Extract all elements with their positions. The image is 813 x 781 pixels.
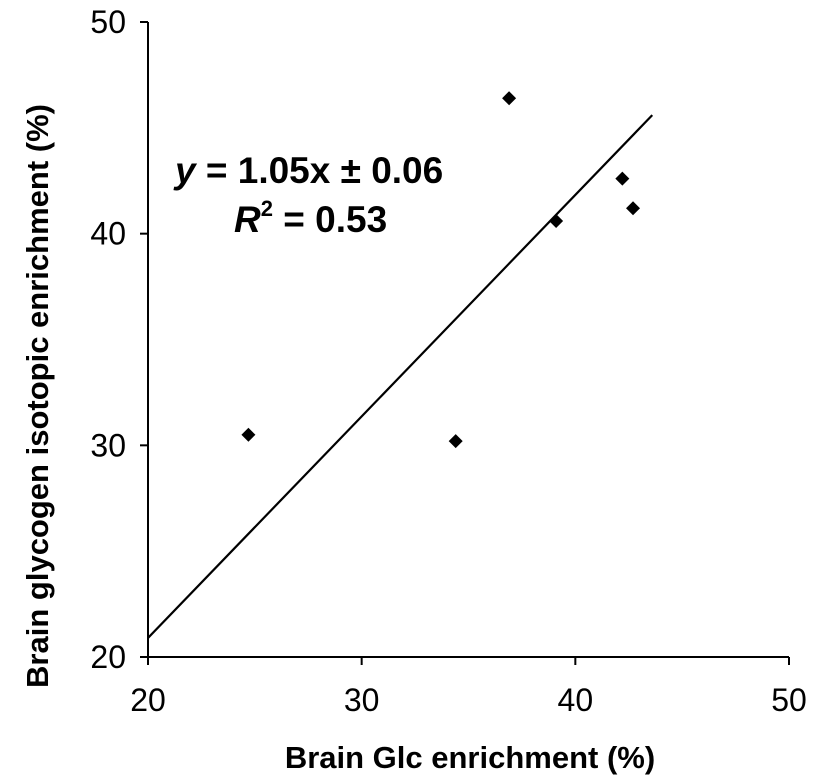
trendline bbox=[147, 114, 654, 639]
data-point bbox=[615, 171, 630, 186]
x-tick-label: 20 bbox=[130, 682, 166, 718]
equation-text: = 1.05x ± 0.06 bbox=[196, 150, 444, 191]
equation-variable: y bbox=[173, 150, 198, 191]
y-tick-label: 30 bbox=[90, 427, 126, 463]
y-tick-label: 40 bbox=[90, 216, 126, 252]
x-tick-label: 30 bbox=[344, 682, 380, 718]
y-axis-title: Brain glycogen isotopic enrichment (%) bbox=[20, 104, 55, 688]
ticks: 20 30 40 50 20 30 40 50 bbox=[90, 4, 806, 718]
y-tick-label: 20 bbox=[90, 639, 126, 675]
trendline-group bbox=[147, 114, 654, 639]
equation-annotation: y = 1.05x ± 0.06 bbox=[173, 150, 443, 191]
r-squared-text: = 0.53 bbox=[273, 199, 387, 240]
x-axis-title: Brain Glc enrichment (%) bbox=[285, 740, 655, 775]
r-squared-superscript: 2 bbox=[261, 196, 273, 221]
y-tick-label: 50 bbox=[90, 4, 126, 40]
data-point bbox=[241, 427, 256, 442]
axes bbox=[147, 22, 789, 658]
r-squared-variable: R bbox=[234, 199, 261, 240]
data-point bbox=[448, 434, 463, 449]
data-point bbox=[502, 91, 517, 106]
x-tick-label: 40 bbox=[558, 682, 594, 718]
x-tick-label: 50 bbox=[771, 682, 807, 718]
data-point bbox=[626, 201, 641, 216]
data-point bbox=[549, 213, 564, 228]
data-points bbox=[241, 91, 641, 449]
r-squared-annotation: R2 = 0.53 bbox=[234, 196, 387, 240]
